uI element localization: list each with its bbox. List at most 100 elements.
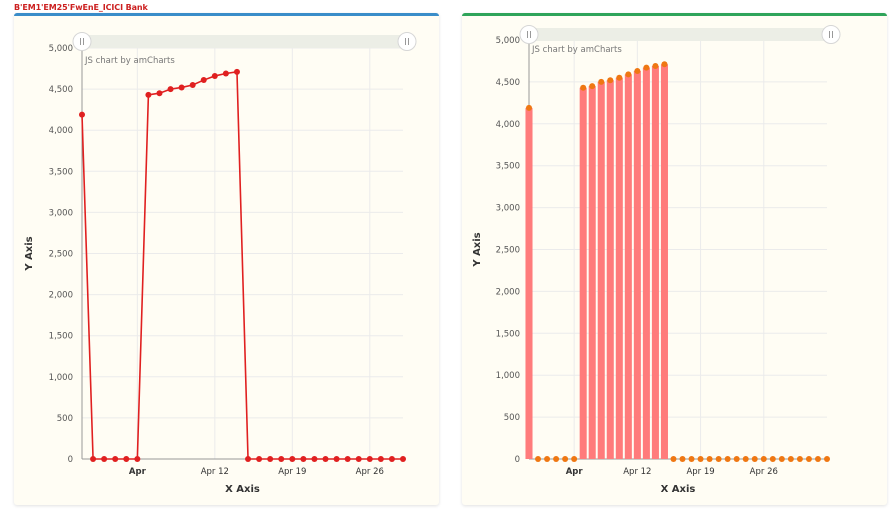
- bar-bullet: [769, 456, 776, 462]
- y-tick-label: 4,000: [496, 120, 520, 130]
- data-point: [167, 86, 174, 93]
- bar-bullet: [652, 62, 659, 69]
- y-tick-label: 4,500: [496, 78, 520, 88]
- y-tick-label: 2,000: [49, 291, 73, 301]
- bar-chart-panel: 0 500 1,000 1,500 2,000 2,500 3,000 3,500 4,000 4…: [462, 13, 887, 505]
- data-point: [366, 456, 373, 462]
- x-tick-label: Apr 19: [686, 467, 714, 477]
- scrollbar-start-grip[interactable]: [519, 25, 539, 44]
- y-tick-label: 1,500: [49, 332, 73, 342]
- bar: [525, 107, 533, 460]
- y-tick-label: 0: [68, 455, 73, 465]
- scrollbar-track: [82, 35, 407, 48]
- bar-bullet: [778, 456, 785, 462]
- data-point: [79, 111, 85, 118]
- data-point: [145, 91, 152, 98]
- scrollbar-end-grip[interactable]: [397, 32, 417, 51]
- x-tick-label: Apr 12: [623, 467, 651, 477]
- bar-bullet: [625, 71, 632, 78]
- y-tick-label: 1,500: [496, 329, 520, 339]
- y-tick-label: 1,000: [496, 371, 520, 381]
- bar: [624, 74, 632, 459]
- bar: [615, 77, 623, 460]
- bar: [579, 87, 587, 460]
- bar-bullet: [526, 104, 532, 111]
- x-axis-title: X Axis: [225, 484, 260, 495]
- data-point: [300, 456, 307, 462]
- bar-bullet: [589, 83, 596, 90]
- bar-bullet: [688, 456, 695, 462]
- data-point: [256, 456, 263, 462]
- bar-bullet: [562, 456, 569, 462]
- y-tick-label: 3,500: [49, 167, 73, 177]
- y-tick-label: 500: [57, 414, 73, 424]
- y-tick-label: 5,000: [496, 36, 520, 46]
- x-tick-label: Apr 26: [750, 467, 778, 477]
- bar: [660, 64, 668, 459]
- y-axis-title: Y Axis: [24, 236, 35, 271]
- y-tick-label: 4,000: [49, 126, 73, 136]
- bar-bullet: [751, 456, 758, 462]
- data-point: [322, 456, 329, 462]
- data-point: [344, 456, 351, 462]
- data-point: [245, 456, 252, 462]
- bar-bullet: [553, 456, 560, 462]
- data-point: [311, 456, 318, 462]
- data-point: [222, 70, 229, 77]
- bar: [633, 71, 641, 460]
- data-point: [90, 456, 97, 462]
- data-point: [333, 456, 340, 462]
- bar: [651, 65, 659, 459]
- data-point: [278, 456, 285, 462]
- data-point: [200, 77, 207, 84]
- data-point: [233, 68, 240, 75]
- y-tick-label: 3,000: [496, 204, 520, 214]
- bar-bullet: [535, 456, 542, 462]
- bar-bullet: [733, 456, 740, 462]
- data-point: [156, 90, 163, 97]
- y-tick-label: 3,000: [49, 208, 73, 218]
- data-point: [289, 456, 296, 462]
- bar-bullet: [814, 456, 821, 462]
- data-point: [377, 456, 384, 462]
- data-point: [267, 456, 274, 462]
- bar-bullet: [544, 456, 551, 462]
- data-point: [112, 456, 119, 462]
- bar-bullet: [824, 456, 830, 462]
- bar-bullet: [796, 456, 803, 462]
- data-point: [123, 456, 130, 462]
- data-point: [101, 456, 108, 462]
- scrollbar-track: [529, 28, 831, 41]
- bar-bullet: [643, 64, 650, 71]
- chart-credit: JS chart by amCharts: [84, 56, 175, 66]
- bar: [642, 67, 650, 460]
- scrollbar-start-grip[interactable]: [72, 32, 92, 51]
- bar-bullet: [760, 456, 767, 462]
- y-tick-label: 2,500: [496, 246, 520, 256]
- bar-bullet: [706, 456, 713, 462]
- x-tick-label: Apr 12: [201, 467, 229, 477]
- bar-bullet: [724, 456, 731, 462]
- chart-credit: JS chart by amCharts: [531, 45, 622, 55]
- bar-bullet: [679, 456, 686, 462]
- bar-bullet: [580, 84, 587, 91]
- y-tick-label: 500: [504, 413, 520, 423]
- data-point: [388, 456, 395, 462]
- bar-bullet: [607, 77, 614, 84]
- x-tick-label: Apr: [129, 467, 147, 477]
- bar: [588, 86, 596, 459]
- y-tick-label: 2,000: [496, 287, 520, 297]
- x-axis-title: X Axis: [661, 484, 696, 495]
- bar-bullet: [571, 456, 578, 462]
- line-chart-panel: 0 500 1,000 1,500 2,000 2,500 3,000 3,500 4,000 4…: [14, 13, 439, 505]
- bar-bullet: [742, 456, 749, 462]
- x-tick-label: Apr: [566, 467, 584, 477]
- y-tick-label: 5,000: [49, 44, 73, 54]
- bar-bullet: [787, 456, 794, 462]
- bar-bullet: [697, 456, 704, 462]
- y-tick-label: 3,500: [496, 162, 520, 172]
- bar-bullet: [598, 78, 605, 85]
- data-point: [178, 84, 185, 91]
- scrollbar-end-grip[interactable]: [821, 25, 841, 44]
- data-point: [134, 456, 141, 462]
